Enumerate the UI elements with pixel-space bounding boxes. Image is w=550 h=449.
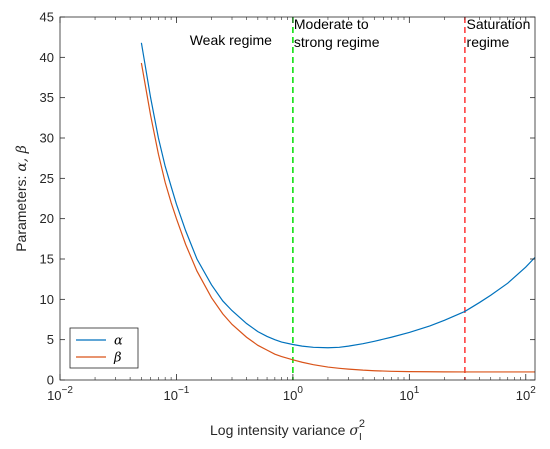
x-tick-label: 10−1 <box>164 385 190 403</box>
x-tick-label: 10−2 <box>47 385 73 403</box>
plot-area <box>60 17 535 380</box>
x-tick-exponent: −2 <box>62 385 74 396</box>
x-axis-label-text: Log intensity variance <box>210 422 349 438</box>
x-axis-label-sup: 2 <box>359 418 365 430</box>
series-line-beta <box>140 62 535 373</box>
regime-label-1: Weak regime <box>190 32 272 48</box>
x-tick-base: 10 <box>516 388 530 403</box>
y-tick-label: 15 <box>40 252 54 267</box>
x-tick-base: 10 <box>164 388 178 403</box>
x-tick-exponent: 2 <box>530 385 536 396</box>
x-axis-label-symbol: σ <box>349 423 359 439</box>
legend-label-alpha: α <box>114 334 123 349</box>
x-tick-base: 10 <box>399 388 413 403</box>
x-tick-label: 100 <box>283 385 303 403</box>
legend-label-beta: β <box>113 351 122 366</box>
y-tick-label: 20 <box>40 211 54 226</box>
y-tick-label: 30 <box>40 131 54 146</box>
x-tick-label: 102 <box>516 385 536 403</box>
x-axis-label-sub: I <box>359 432 362 443</box>
y-tick-label: 10 <box>40 292 54 307</box>
y-tick-label: 5 <box>47 332 54 347</box>
x-tick-exponent: 1 <box>414 385 420 396</box>
y-axis-label: Parameters: α, β <box>13 145 30 252</box>
regime-label-line: Saturation <box>467 16 531 32</box>
y-tick-label: 45 <box>40 10 54 25</box>
x-axis-label: Log intensity variance σ2 I <box>210 418 365 443</box>
x-tick-base: 10 <box>47 388 61 403</box>
y-tick-label: 35 <box>40 90 54 105</box>
x-tick-base: 10 <box>283 388 297 403</box>
y-axis-label-text: Parameters: <box>13 172 29 252</box>
regime-label-3: Saturation regime <box>467 16 531 50</box>
x-tick-exponent: −1 <box>178 385 190 396</box>
y-tick-label: 25 <box>40 171 54 186</box>
axes-box <box>59 16 536 381</box>
y-tick-label: 40 <box>40 50 54 65</box>
regime-label-line: Moderate to <box>294 16 369 32</box>
x-tick-label: 101 <box>399 385 419 403</box>
regime-label-2: Moderate to strong regime <box>294 16 380 50</box>
regime-label-line: strong regime <box>294 34 380 50</box>
y-axis-label-symbols: α, β <box>14 145 30 171</box>
y-tick-label: 0 <box>47 373 54 388</box>
legend-box <box>69 327 139 369</box>
x-tick-exponent: 0 <box>297 385 303 396</box>
regime-label-line: regime <box>467 34 510 50</box>
regime-label-line: Weak regime <box>190 32 272 48</box>
series-line-alpha <box>140 42 536 349</box>
